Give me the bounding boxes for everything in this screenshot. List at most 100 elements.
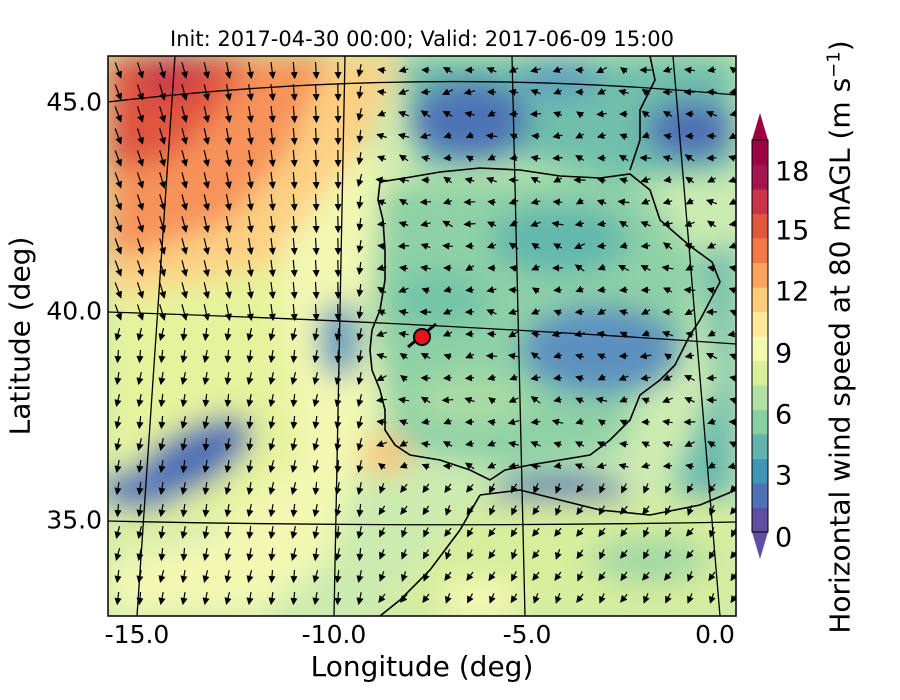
wind-vector-arrow: [662, 242, 673, 250]
wind-vector-arrow: [136, 503, 144, 518]
wind-vector-arrow: [158, 349, 166, 364]
wind-vector-arrow: [181, 84, 188, 101]
wind-vector-arrow: [114, 106, 123, 123]
wind-vector-arrow: [312, 416, 320, 430]
wind-vector-arrow: [400, 505, 408, 515]
wind-vector-arrow: [619, 331, 628, 339]
wind-vector-arrow: [640, 176, 651, 183]
wind-vector-arrow: [180, 437, 188, 452]
wind-vector-arrow: [114, 150, 123, 167]
wind-vector-arrow: [706, 286, 717, 294]
wind-vector-arrow: [136, 349, 144, 364]
wind-vector-arrow: [422, 549, 430, 560]
wind-vector-arrow: [488, 527, 496, 537]
wind-vector-arrow: [159, 282, 167, 299]
wind-vector-arrow: [640, 198, 651, 205]
wind-vector-arrow: [419, 198, 432, 206]
wind-vector-arrow: [290, 460, 298, 473]
wind-vector-arrow: [376, 374, 387, 381]
colorbar-segment: [752, 409, 768, 435]
wind-vector-arrow: [136, 591, 144, 606]
wind-vector-arrow: [202, 525, 210, 540]
wind-vector-arrow: [553, 87, 562, 95]
wind-vector-arrow: [464, 418, 475, 426]
wind-vector-arrow: [181, 304, 188, 321]
wind-vector-arrow: [729, 397, 736, 405]
wind-vector-arrow: [508, 88, 519, 96]
wind-vector-arrow: [464, 396, 475, 404]
wind-vector-arrow: [312, 303, 320, 322]
wind-vector-arrow: [420, 154, 431, 162]
wind-vector-arrow: [312, 259, 320, 278]
colorbar-tick-label: 3: [775, 460, 793, 492]
wind-vector-arrow: [312, 570, 320, 583]
wind-vector-arrow: [114, 459, 122, 474]
wind-vector-arrow: [136, 526, 144, 539]
wind-vector-arrow: [268, 194, 276, 212]
wind-vector-arrow: [597, 308, 607, 315]
wind-vector-arrow: [641, 329, 650, 337]
wind-vector-arrow: [509, 154, 518, 162]
colorbar-label: Horizontal wind speed at 80 mAGL (m s−1): [823, 40, 857, 634]
wind-vector-arrow: [576, 527, 584, 537]
wind-vector-arrow: [268, 438, 276, 451]
wind-vector-arrow: [489, 483, 496, 494]
wind-vector-arrow: [398, 419, 409, 427]
wind-vector-arrow: [290, 393, 298, 408]
wind-vector-arrow: [398, 308, 409, 316]
wind-vector-arrow: [290, 127, 298, 146]
wind-vector-arrow: [727, 462, 736, 470]
wind-vector-arrow: [268, 592, 276, 606]
wind-vector-arrow: [181, 128, 188, 145]
wind-vector-arrow: [290, 548, 298, 561]
wind-vector-arrow: [662, 396, 674, 404]
wind-vector-arrow: [159, 128, 167, 145]
wind-vector-arrow: [202, 172, 210, 189]
wind-vector-arrow: [181, 106, 188, 123]
wind-vector-arrow: [487, 153, 496, 161]
wind-vector-arrow: [444, 505, 452, 516]
wind-vector-arrow: [180, 503, 188, 518]
wind-vector-arrow: [664, 527, 672, 538]
wind-vector-arrow: [619, 419, 628, 427]
wind-vector-arrow: [599, 549, 606, 560]
wind-vector-arrow: [465, 155, 474, 163]
wind-vector-arrow: [530, 418, 541, 426]
wind-vector-arrow: [509, 264, 518, 272]
wind-vector-arrow: [641, 308, 651, 315]
wind-vector-arrow: [597, 220, 606, 228]
wind-vector-arrow: [728, 154, 736, 162]
wind-vector-arrow: [574, 353, 585, 360]
wind-vector-arrow: [489, 593, 496, 604]
wind-vector-arrow: [246, 62, 254, 80]
wind-vector-arrow: [620, 571, 628, 582]
wind-vector-arrow: [620, 527, 628, 537]
wind-vector-arrow: [640, 462, 651, 469]
wind-vector-arrow: [422, 505, 430, 516]
wind-vector-arrow: [466, 505, 474, 516]
wind-vector-arrow: [596, 462, 607, 470]
longitude-line-m15: [136, 56, 176, 616]
wind-vector-arrow: [356, 151, 364, 166]
wind-vector-arrow: [599, 593, 606, 604]
wind-vector-arrow: [464, 374, 475, 382]
wind-vector-arrow: [268, 460, 276, 473]
wind-vector-arrow: [662, 374, 673, 381]
wind-vector-arrow: [466, 571, 474, 581]
latitude-line-40: [108, 311, 736, 345]
wind-vector-arrow: [619, 395, 628, 403]
wind-vector-arrow: [707, 264, 716, 272]
wind-vector-arrow: [114, 172, 123, 189]
wind-vector-arrow: [379, 527, 386, 538]
wind-vector-arrow: [596, 441, 607, 448]
wind-vector-arrow: [180, 416, 188, 429]
wind-vector-arrow: [420, 88, 431, 96]
wind-vector-arrow: [356, 174, 364, 187]
wind-vector-arrow: [290, 215, 298, 234]
wind-vector-arrow: [114, 216, 123, 233]
wind-vector-arrow: [530, 66, 541, 74]
wind-vector-arrow: [376, 352, 387, 360]
wind-vector-arrow: [246, 570, 254, 583]
wind-vector-arrow: [356, 371, 364, 386]
wind-vector-arrow: [706, 374, 717, 382]
